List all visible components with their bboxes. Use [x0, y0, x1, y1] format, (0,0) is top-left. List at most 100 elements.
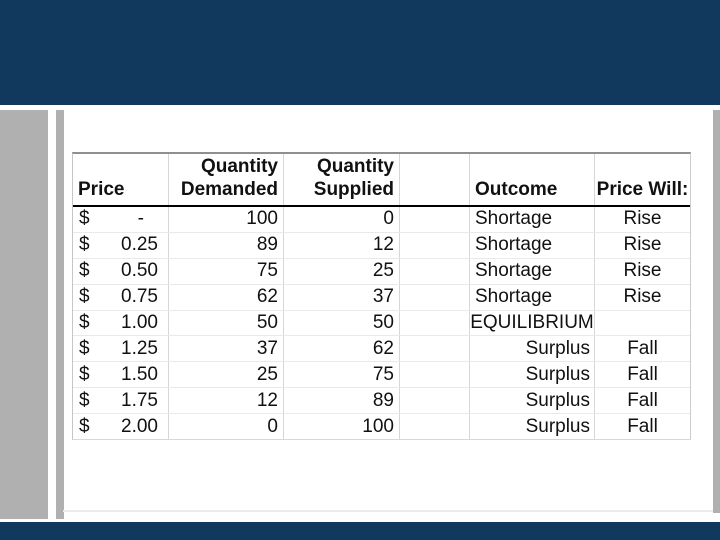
currency-symbol: $ — [79, 286, 90, 308]
content-divider-line — [63, 510, 713, 512]
supply-demand-table: Price Quantity Demanded Quantity Supplied … — [72, 152, 691, 440]
table-row: $ - 100 0 Shortage Rise — [73, 207, 690, 232]
price-value: 1.00 — [121, 312, 158, 333]
spacer-cell — [399, 362, 469, 388]
quantity-demanded-cell: 75 — [168, 258, 283, 284]
outcome-cell: Shortage — [469, 207, 594, 232]
quantity-demanded-cell: 37 — [168, 336, 283, 362]
currency-symbol: $ — [79, 208, 90, 230]
table-row: $2.00 0 100 Surplus Fall — [73, 413, 690, 440]
header-line-1: Quantity — [316, 156, 394, 178]
currency-symbol: $ — [79, 415, 90, 437]
price-value: 2.00 — [121, 415, 158, 437]
price-will-cell — [594, 310, 690, 336]
footer-band — [0, 522, 720, 540]
outcome-cell: Surplus — [469, 388, 594, 414]
table-row: $0.25 89 12 Shortage Rise — [73, 231, 690, 258]
spacer-cell — [399, 284, 469, 310]
currency-symbol: $ — [79, 312, 90, 333]
table-row: $0.75 62 37 Shortage Rise — [73, 283, 690, 310]
quantity-demanded-cell: 12 — [168, 388, 283, 414]
price-cell: $0.25 — [73, 233, 168, 258]
currency-symbol: $ — [79, 337, 90, 359]
price-will-cell: Rise — [594, 258, 690, 284]
price-will-cell: Fall — [594, 362, 690, 388]
price-cell: $1.75 — [73, 388, 168, 413]
currency-symbol: $ — [79, 363, 90, 385]
quantity-demanded-column-header: Quantity Demanded — [168, 154, 283, 205]
quantity-supplied-column-header: Quantity Supplied — [283, 154, 399, 205]
header-band — [0, 0, 720, 105]
quantity-demanded-cell: 50 — [168, 310, 283, 336]
price-will-cell: Rise — [594, 232, 690, 258]
price-value: 0.75 — [121, 286, 158, 308]
table-row: $1.50 25 75 Surplus Fall — [73, 361, 690, 388]
table-row: $1.25 37 62 Surplus Fall — [73, 335, 690, 362]
price-will-cell: Rise — [594, 284, 690, 310]
quantity-demanded-cell: 62 — [168, 284, 283, 310]
quantity-supplied-cell: 12 — [283, 232, 399, 258]
table-row: $1.00 50 50 EQUILIBRIUM — [73, 309, 690, 336]
currency-symbol: $ — [79, 389, 90, 411]
right-edge-bar — [713, 110, 720, 513]
outcome-cell: Surplus — [469, 362, 594, 388]
price-cell: $1.00 — [73, 311, 168, 336]
currency-symbol: $ — [79, 234, 90, 256]
price-column-header: Price — [78, 179, 125, 201]
price-cell: $ - — [73, 207, 168, 232]
quantity-demanded-cell: 100 — [168, 207, 283, 232]
outcome-cell: Shortage — [469, 232, 594, 258]
outcome-cell: Shortage — [469, 258, 594, 284]
currency-symbol: $ — [79, 260, 90, 282]
price-value: 1.25 — [121, 337, 158, 359]
quantity-supplied-cell: 89 — [283, 388, 399, 414]
quantity-supplied-cell: 50 — [283, 310, 399, 336]
price-value: 1.75 — [121, 389, 158, 411]
price-will-column-header: Price Will: — [594, 154, 690, 205]
header-line-2: Supplied — [313, 179, 394, 201]
quantity-supplied-cell: 75 — [283, 362, 399, 388]
price-value: 0.25 — [121, 234, 158, 256]
quantity-demanded-cell: 89 — [168, 232, 283, 258]
spacer-cell — [399, 232, 469, 258]
table-header-row: Price Quantity Demanded Quantity Supplied … — [73, 154, 690, 207]
outcome-column-header: Outcome — [469, 154, 594, 205]
quantity-demanded-cell: 25 — [168, 362, 283, 388]
price-cell: $0.50 — [73, 259, 168, 284]
header-line-2: Demanded — [180, 179, 278, 201]
outcome-cell: EQUILIBRIUM — [469, 310, 594, 336]
price-cell: $1.25 — [73, 336, 168, 361]
price-will-cell: Rise — [594, 207, 690, 232]
quantity-supplied-cell: 0 — [283, 207, 399, 232]
price-will-cell: Fall — [594, 388, 690, 414]
table-row: $0.50 75 25 Shortage Rise — [73, 257, 690, 284]
spacer-cell — [399, 414, 469, 440]
quantity-supplied-cell: 62 — [283, 336, 399, 362]
price-will-cell: Fall — [594, 336, 690, 362]
price-value: - — [137, 208, 144, 230]
quantity-supplied-cell: 37 — [283, 284, 399, 310]
price-value: 1.50 — [121, 363, 158, 385]
header-line-1: Quantity — [200, 156, 278, 178]
spacer-cell — [399, 310, 469, 336]
spacer-column-header — [399, 154, 469, 205]
outcome-cell: Shortage — [469, 284, 594, 310]
price-cell: $0.75 — [73, 285, 168, 310]
price-value: 0.50 — [121, 260, 158, 282]
quantity-supplied-cell: 25 — [283, 258, 399, 284]
spacer-cell — [399, 207, 469, 232]
spacer-cell — [399, 336, 469, 362]
price-will-cell: Fall — [594, 414, 690, 440]
outcome-cell: Surplus — [469, 336, 594, 362]
price-cell: $2.00 — [73, 414, 168, 439]
outcome-cell: Surplus — [469, 414, 594, 440]
left-accent-bar — [56, 110, 64, 519]
spacer-cell — [399, 258, 469, 284]
left-sidebar-bar — [0, 110, 48, 519]
table-body: $ - 100 0 Shortage Rise $0.25 89 12 Short… — [73, 207, 690, 440]
quantity-demanded-cell: 0 — [168, 414, 283, 440]
spacer-cell — [399, 388, 469, 414]
price-cell: $1.50 — [73, 362, 168, 387]
quantity-supplied-cell: 100 — [283, 414, 399, 440]
